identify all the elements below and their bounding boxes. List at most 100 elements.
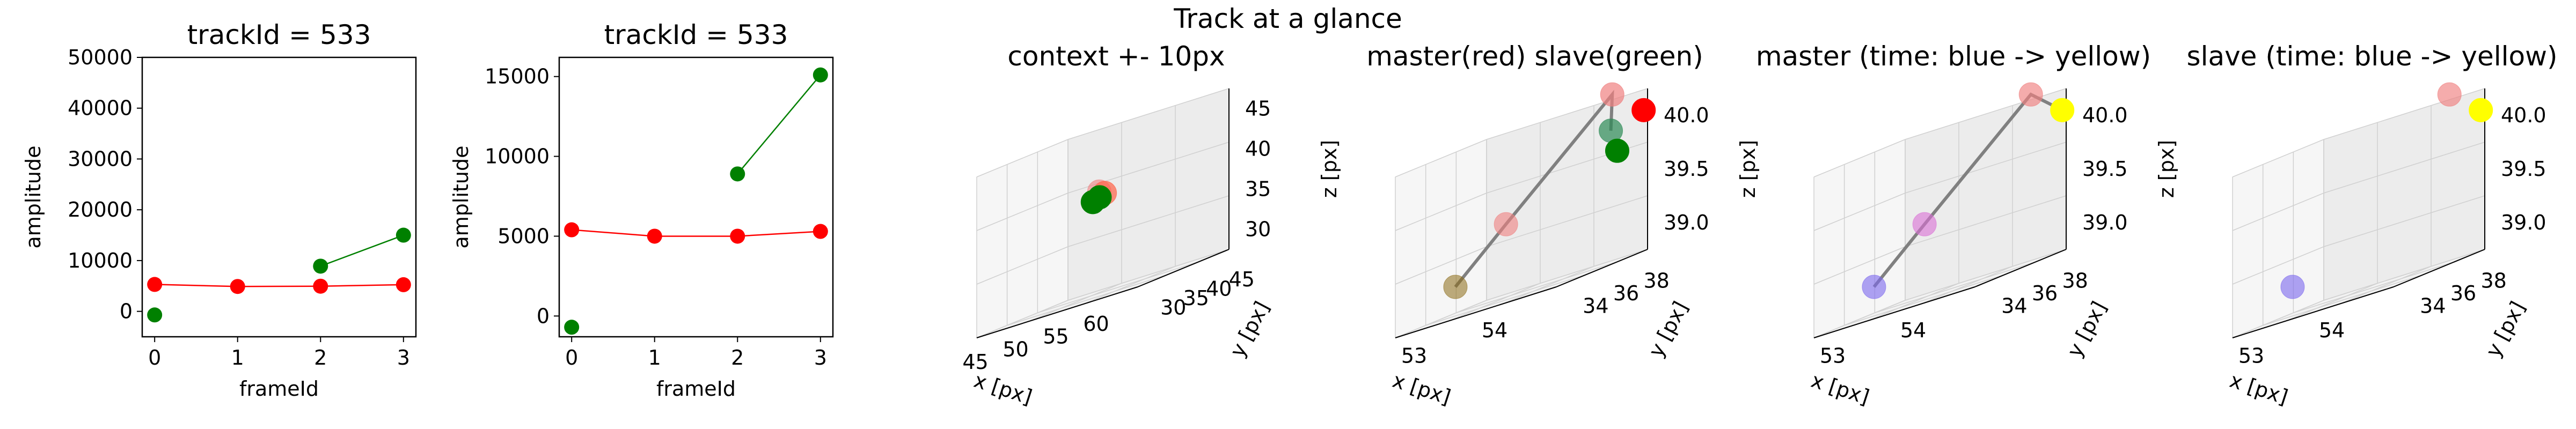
data-point [1087, 185, 1112, 210]
axis-line [1556, 249, 1648, 287]
data-point [813, 224, 828, 239]
back-pane [1486, 88, 1648, 301]
x-axis-label: frameId [239, 377, 319, 401]
back-pane [2323, 88, 2485, 301]
y-tick-label: 35 [1183, 286, 1209, 310]
x-tick-label: 2 [314, 346, 327, 369]
z-tick-label: 30 [1245, 218, 1271, 241]
charts-group: trackId = 533010000200003000040000500000… [21, 19, 2576, 409]
chart-1: trackId = 533 0 10000 20000 30000 40000 50000 0… [21, 19, 417, 401]
grid-line [2263, 273, 2424, 326]
grid-line [1867, 283, 1959, 322]
data-point [647, 228, 662, 244]
z-tick-label: 39.0 [1664, 211, 1709, 234]
x-tick-label: 54 [2319, 319, 2345, 342]
y-tick-label: 40 [1206, 277, 1232, 300]
z-tick-label: 40.0 [2501, 103, 2546, 127]
chart-2: trackId = 533 0 5000 10000 15000 0 1 2 3 frameId a… [449, 19, 834, 401]
x-tick-label: 3 [814, 346, 827, 369]
x-tick-label: 1 [648, 346, 661, 369]
x-tick-label: 50 [1002, 337, 1028, 361]
data-point [313, 278, 328, 294]
grid-line [1921, 265, 2013, 305]
grid-line [1813, 193, 1906, 231]
x-tick-label: 53 [1401, 344, 1427, 367]
y-tick-label: 38 [2062, 269, 2088, 293]
grid-line [1084, 265, 1176, 305]
grid-line [976, 139, 1069, 177]
data-point [1494, 212, 1518, 236]
grid-line [1425, 273, 1587, 326]
grid-line [976, 300, 1069, 338]
data-point [564, 320, 580, 335]
data-point [2437, 82, 2462, 107]
data-point [230, 279, 245, 294]
data-point [564, 222, 580, 238]
grid-line [2232, 139, 2324, 177]
y-axis-label: amplitude [449, 145, 473, 248]
grid-line [2232, 193, 2324, 231]
y-axis-label: y [px] [1644, 298, 1693, 361]
grid-line [1905, 195, 2067, 247]
z-tick-label: 39.5 [2082, 157, 2128, 181]
track-path [1872, 92, 2063, 288]
z-tick-label: 39.5 [1664, 157, 1709, 181]
data-point [313, 258, 328, 274]
y-axis-label: y [px] [1225, 298, 1274, 361]
y-tick-label: 38 [2480, 269, 2506, 293]
z-tick-label: 39.5 [2501, 157, 2546, 181]
grid-line [1007, 273, 1168, 326]
x-tick-label: 55 [1043, 325, 1069, 349]
x-axis-label: x [px] [1390, 368, 1454, 409]
data-point [1862, 275, 1886, 299]
grid-line [2323, 195, 2485, 247]
z-axis-label: z [px] [1318, 140, 1341, 198]
y-tick-label: 10000 [485, 145, 550, 168]
grid-line [2293, 261, 2455, 314]
grid-line [2232, 246, 2324, 285]
grid-line [1486, 249, 1648, 301]
grid-line [1905, 142, 2067, 194]
chart-title: context +- 10px [1007, 41, 1225, 72]
data-point [2018, 82, 2043, 107]
axis-line [1395, 286, 1557, 338]
plot-frame [141, 56, 417, 338]
axis-line [1813, 286, 1975, 338]
x-tick-label: 3 [397, 346, 410, 369]
axis-line [2232, 286, 2394, 338]
grid-line [1844, 273, 2006, 326]
data-point [730, 228, 745, 244]
back-pane [1905, 88, 2067, 301]
x-tick-label: 53 [1820, 344, 1846, 367]
data-point [1600, 82, 1624, 107]
grid-line [1395, 139, 1487, 177]
data-point [147, 307, 163, 323]
track-path [1454, 90, 1614, 288]
x-tick-label: 2 [731, 346, 744, 369]
data-point [1605, 138, 1629, 163]
grid-line [1448, 283, 1541, 322]
y-tick-label: 45 [1229, 268, 1255, 291]
figure-suptitle: Track at a glance [1173, 3, 1402, 34]
x-axis-label: x [px] [1809, 368, 1872, 409]
grid-line [2323, 142, 2485, 194]
grid-line [2286, 283, 2378, 322]
grid-line [976, 193, 1069, 231]
x-axis-label: x [px] [2227, 368, 2291, 409]
chart-title: master (time: blue -> yellow) [1756, 41, 2151, 72]
grid-line [2232, 300, 2324, 338]
grid-line [1456, 261, 1618, 314]
y-tick-label: 0 [120, 300, 133, 323]
grid-line [2339, 265, 2432, 305]
y-tick-label: 50000 [68, 46, 133, 69]
data-point [2469, 98, 2493, 122]
grid-line [1030, 283, 1122, 322]
grid-line [1905, 249, 2067, 301]
grid-line [1395, 246, 1487, 285]
y-tick-label: 30000 [68, 147, 133, 171]
x-tick-label: 53 [2238, 344, 2264, 367]
z-tick-label: 40 [1245, 137, 1271, 161]
y-tick-label: 36 [2450, 282, 2476, 305]
